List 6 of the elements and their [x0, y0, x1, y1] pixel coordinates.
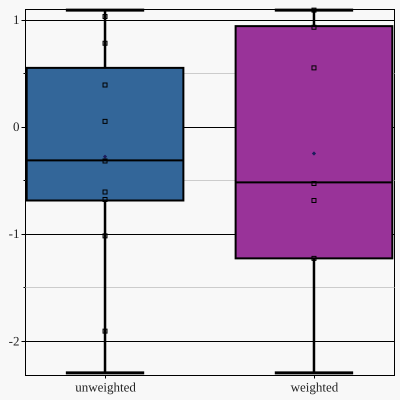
y-tick-label: 1 — [13, 12, 20, 28]
y-tick-label: 0 — [13, 119, 20, 134]
x-tick-label: weighted — [290, 380, 339, 394]
y-tick-label: -2 — [8, 333, 20, 348]
y-tick-label: -1 — [8, 226, 20, 242]
x-tick-label: unweighted — [75, 380, 136, 394]
